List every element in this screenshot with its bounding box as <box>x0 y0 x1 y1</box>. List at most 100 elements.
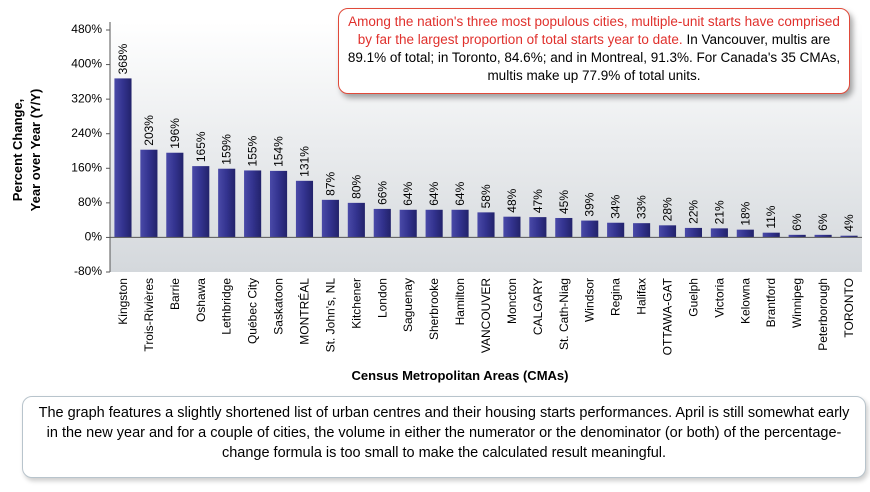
value-label: 155% <box>246 135 260 166</box>
bar <box>140 149 158 238</box>
x-tick-label: Québec City <box>246 278 260 344</box>
bar <box>114 78 132 238</box>
x-tick-label: Kelowna <box>738 278 752 324</box>
x-tick-label: Oshawa <box>194 278 208 322</box>
x-tick-label: Halifax <box>635 278 649 315</box>
bar <box>477 212 495 238</box>
value-label: 48% <box>505 188 519 212</box>
x-tick-label: Kitchener <box>349 278 363 329</box>
bar <box>607 222 625 238</box>
x-tick-label: Lethbridge <box>220 278 234 335</box>
value-label: 159% <box>220 134 234 165</box>
x-tick-label: Hamilton <box>453 278 467 325</box>
value-label: 64% <box>453 181 467 205</box>
x-tick-label: Saskatoon <box>272 278 286 335</box>
value-label: 21% <box>712 200 726 224</box>
value-label: 80% <box>349 175 363 199</box>
x-tick-label: Winnipeg <box>790 278 804 328</box>
x-tick-label: Saguenay <box>401 278 415 332</box>
bar <box>633 223 651 238</box>
bar <box>503 216 521 238</box>
y-axis-title: Year over Year (Y/Y) <box>28 89 43 212</box>
x-tick-label: Barrie <box>168 278 182 310</box>
x-tick-label: St. Cath-Niag <box>557 278 571 350</box>
value-label: 18% <box>738 201 752 225</box>
bar <box>373 208 391 238</box>
value-label: 22% <box>686 200 700 224</box>
value-label: 203% <box>142 115 156 146</box>
value-label: 4% <box>842 214 856 232</box>
value-label: 47% <box>531 189 545 213</box>
bar <box>425 209 443 238</box>
x-tick-label: Victoria <box>712 278 726 318</box>
bar <box>399 209 417 238</box>
y-tick-label: 240% <box>71 126 102 140</box>
y-tick-label: 480% <box>71 22 102 36</box>
y-tick-label: 0% <box>85 230 103 244</box>
x-tick-label: OTTAWA-GAT <box>661 277 675 355</box>
y-tick-label: -80% <box>74 264 102 278</box>
x-tick-label: London <box>375 278 389 318</box>
value-label: 28% <box>661 197 675 221</box>
bar <box>658 225 677 238</box>
x-tick-label: Regina <box>609 278 623 316</box>
bar <box>451 209 469 238</box>
x-tick-label: CALGARY <box>531 278 545 335</box>
bar <box>555 217 573 238</box>
annotation-highlight: Among the nation's three most populous c… <box>348 14 840 47</box>
x-tick-label: Trois-Rivières <box>142 278 156 352</box>
annotation-text: In Vancouver, multis are 89.1% of total;… <box>347 32 841 83</box>
value-label: 34% <box>609 194 623 218</box>
bar <box>581 220 599 238</box>
value-label: 64% <box>427 181 441 205</box>
x-tick-label: TORONTO <box>842 278 856 338</box>
value-label: 6% <box>790 213 804 231</box>
bar <box>218 168 236 238</box>
x-tick-label: Kingston <box>116 278 130 325</box>
x-tick-label: Guelph <box>686 278 700 317</box>
x-axis-title: Census Metropolitan Areas (CMAs) <box>352 368 569 383</box>
x-tick-label: MONTRÉAL <box>296 278 311 345</box>
value-label: 131% <box>297 146 311 177</box>
y-axis-title: Percent Change, <box>10 99 25 202</box>
value-label: 11% <box>764 205 778 228</box>
bar <box>295 180 314 238</box>
value-label: 165% <box>194 131 208 162</box>
bar <box>788 234 806 238</box>
y-tick-label: 400% <box>71 57 102 71</box>
bar <box>347 202 365 238</box>
value-label: 368% <box>116 43 130 74</box>
value-label: 39% <box>583 192 597 216</box>
y-tick-label: 80% <box>78 195 102 209</box>
x-tick-label: St. John's, NL <box>323 278 337 353</box>
bar <box>736 229 754 238</box>
value-label: 66% <box>375 181 389 205</box>
x-tick-label: VANCOUVER <box>479 278 493 353</box>
bar <box>192 166 210 238</box>
annotation-box: Among the nation's three most populous c… <box>338 8 850 94</box>
value-label: 64% <box>401 181 415 205</box>
x-tick-label: Windsor <box>583 278 597 322</box>
value-label: 58% <box>479 184 493 208</box>
y-tick-label: 320% <box>71 91 102 105</box>
value-label: 45% <box>557 190 571 214</box>
value-label: 196% <box>168 118 182 149</box>
bar <box>529 217 547 238</box>
x-tick-label: Moncton <box>505 278 519 324</box>
value-label: 87% <box>323 171 337 195</box>
x-tick-label: Brantford <box>764 278 778 327</box>
value-label: 33% <box>635 195 649 219</box>
x-tick-label: Peterborough <box>816 278 830 351</box>
bar <box>321 199 339 238</box>
bar <box>269 170 288 238</box>
bar <box>684 227 703 238</box>
value-label: 154% <box>272 136 286 167</box>
y-tick-label: 160% <box>71 160 102 174</box>
value-label: 6% <box>816 213 830 231</box>
bar <box>840 235 858 238</box>
bar <box>710 228 728 238</box>
x-tick-label: Sherbrooke <box>427 278 441 340</box>
bar <box>166 152 184 238</box>
bar <box>244 170 262 238</box>
